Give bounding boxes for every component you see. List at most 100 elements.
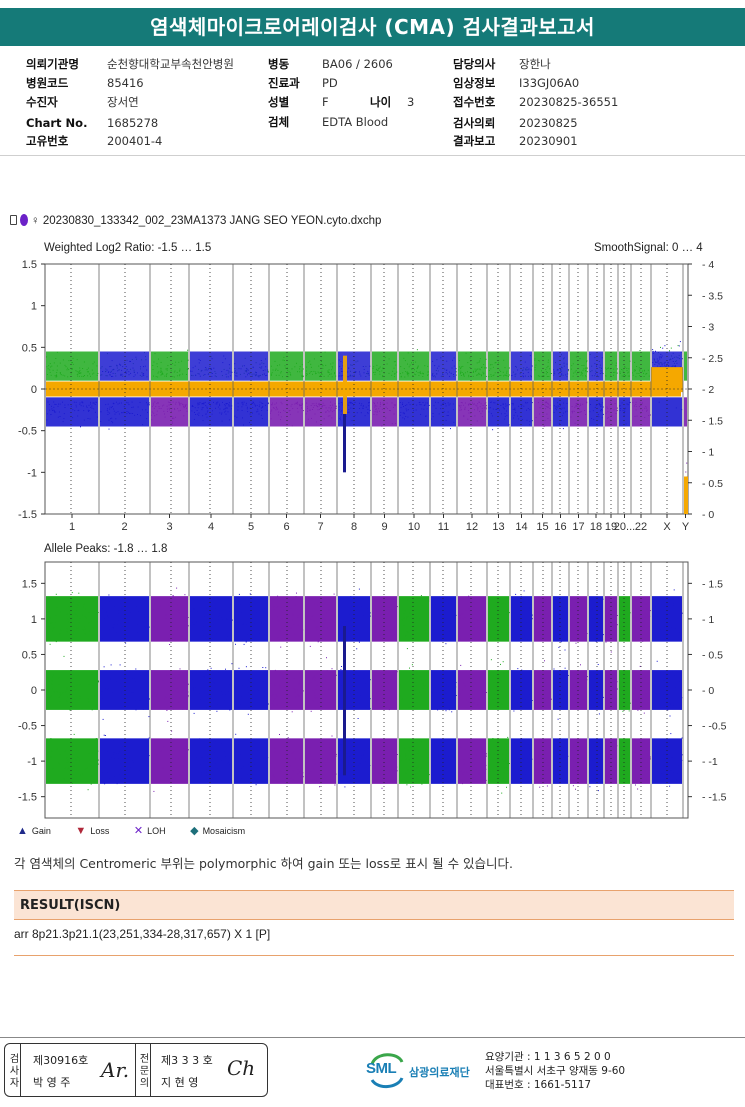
- allele-point: [391, 769, 393, 771]
- unique-no-value: 200401-4: [107, 134, 163, 148]
- chromosome-label: 16: [554, 521, 566, 533]
- allele-point: [663, 597, 665, 599]
- allele-point: [224, 750, 226, 751]
- allele-point: [113, 752, 115, 754]
- allele-point: [315, 627, 317, 629]
- allele-point: [363, 749, 365, 751]
- allele-point: [444, 746, 446, 748]
- allele-point: [389, 705, 391, 707]
- allele-point: [153, 790, 155, 792]
- allele-point: [71, 782, 73, 784]
- allele-point: [193, 688, 195, 690]
- allele-point: [558, 606, 560, 608]
- allele-point: [636, 698, 637, 700]
- allele-point: [520, 620, 522, 622]
- allele-point: [663, 765, 665, 767]
- allele-point: [529, 607, 531, 609]
- allele-point: [615, 764, 617, 766]
- allele-point: [250, 628, 251, 629]
- allele-point: [245, 666, 247, 668]
- allele-point: [608, 624, 610, 626]
- allele-point: [84, 626, 85, 628]
- allele-point: [513, 710, 515, 712]
- allele-point: [432, 611, 433, 613]
- allele-point: [106, 616, 108, 618]
- allele-point: [121, 691, 123, 693]
- allele-point: [645, 693, 647, 694]
- allele-point: [77, 615, 78, 617]
- allele-point: [655, 751, 657, 752]
- allele-point: [66, 631, 68, 633]
- allele-point: [107, 702, 109, 704]
- allele-point: [264, 690, 266, 692]
- allele-point: [307, 615, 309, 617]
- allele-point: [668, 777, 670, 778]
- allele-point: [145, 627, 147, 629]
- allele-point: [612, 761, 614, 763]
- allele-point: [348, 685, 349, 687]
- allele-point: [460, 767, 462, 769]
- allele-point: [621, 673, 623, 675]
- allele-point: [364, 683, 366, 685]
- allele-point: [282, 676, 284, 678]
- report-title: 염색체마이크로어레이검사 (CMA) 검사결과보고서: [0, 8, 745, 46]
- allele-point: [235, 688, 237, 690]
- allele-point: [671, 605, 672, 606]
- allele-point: [238, 744, 240, 746]
- allele-point: [673, 754, 674, 756]
- allele-point: [496, 687, 498, 688]
- allele-point: [597, 744, 599, 746]
- allele-point: [410, 696, 412, 698]
- allele-point: [446, 681, 447, 683]
- allele-point: [168, 638, 170, 640]
- allele-point: [520, 595, 522, 597]
- allele-point: [365, 618, 367, 620]
- y2-tick-label: - 0.5: [702, 649, 723, 661]
- allele-point: [225, 618, 227, 620]
- allele-point: [668, 615, 670, 617]
- allele-peak-band: [431, 596, 456, 642]
- allele-point: [675, 747, 677, 749]
- allele-point: [129, 769, 131, 771]
- allele-point: [672, 705, 674, 707]
- allele-point: [548, 621, 549, 623]
- chromosome-label: 10: [408, 521, 420, 533]
- allele-point: [403, 624, 405, 626]
- allele-point: [213, 682, 215, 684]
- allele-point: [248, 706, 250, 708]
- allele-point: [405, 630, 407, 632]
- allele-point: [451, 711, 453, 713]
- allele-point: [109, 678, 111, 680]
- allele-point: [460, 746, 462, 748]
- allele-point: [110, 664, 112, 666]
- age-value: 3: [407, 95, 415, 109]
- allele-point: [229, 771, 231, 773]
- allele-point: [170, 685, 172, 687]
- patient-value: 장서연: [107, 95, 139, 109]
- allele-point: [187, 617, 189, 618]
- chromosome-label: 18: [590, 521, 602, 533]
- allele-point: [76, 761, 78, 763]
- allele-point: [153, 693, 155, 695]
- allele-point: [534, 696, 536, 698]
- allele-point: [130, 765, 132, 767]
- allele-point: [297, 615, 299, 616]
- allele-point: [557, 614, 559, 616]
- allele-point: [162, 767, 164, 769]
- allele-point: [178, 610, 180, 612]
- allele-point: [259, 618, 260, 620]
- allele-point: [116, 783, 118, 785]
- allele-point: [585, 630, 587, 632]
- allele-point: [451, 671, 453, 673]
- allele-point: [580, 664, 581, 666]
- allele-point: [661, 604, 663, 606]
- allele-point: [84, 597, 86, 599]
- allele-peak-band: [458, 596, 486, 642]
- allele-point: [101, 608, 103, 610]
- allele-point: [565, 757, 567, 759]
- allele-point: [181, 691, 183, 693]
- allele-point: [656, 745, 658, 747]
- allele-point: [272, 618, 273, 620]
- allele-point: [353, 623, 355, 625]
- allele-point: [579, 681, 581, 683]
